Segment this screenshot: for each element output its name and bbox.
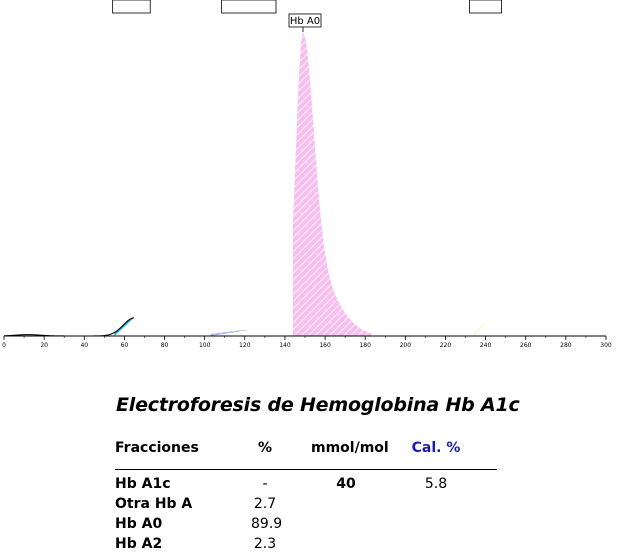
table-row: Hb A0 89.9 [115,516,499,536]
row-percent: 2.7 [253,496,277,512]
peak-area-hb-a1c [114,317,134,336]
x-tick-label: 300 [600,342,612,349]
peak-label: Hb A1c [114,0,150,3]
x-tick-label: 100 [199,342,211,349]
x-tick-label: 0 [2,342,6,349]
row-name: Hb A2 [115,536,163,552]
peak-label-box [112,0,151,14]
peak-label-box [221,0,277,14]
peak-label-box [288,13,322,28]
peak-label: Hb A0 [290,16,320,27]
peak-label-box [469,0,503,14]
x-tick-label: 200 [400,342,412,349]
peak-label: Otra Hb A [224,0,273,3]
table-row: Otra Hb A 2.7 [115,496,499,516]
x-tick-label: 180 [359,342,371,349]
report-title: Electroforesis de Hemoglobina Hb A1c [116,394,520,416]
x-tick-label: 280 [560,342,572,349]
row-percent: - [262,476,268,492]
table-row: Hb A2 2.3 [115,536,499,556]
x-tick-label: 40 [80,342,88,349]
header-mmol: mmol/mol [311,440,389,456]
row-cal: 5.8 [424,476,448,492]
x-tick-label: 120 [239,342,251,349]
peak-area-hb-a0 [292,32,372,336]
table-row: Hb A1c - 40 5.8 [115,476,499,496]
x-tick-label: 160 [319,342,331,349]
x-tick-label: 20 [40,342,48,349]
peak-area-otra-hb-a [210,329,249,336]
x-tick-label: 220 [440,342,452,349]
x-tick-label: 260 [520,342,532,349]
header-cal: Cal. % [411,440,461,456]
row-percent: 2.3 [253,536,277,552]
header-divider [115,469,497,470]
x-tick-label: 240 [480,342,492,349]
peak-area-hb-a2 [473,323,486,336]
row-mmol: 40 [336,476,356,492]
x-tick-label: 80 [161,342,169,349]
header-percent: % [257,440,273,456]
peak-label: Hb A2 [470,0,500,3]
row-name: Hb A1c [115,476,171,492]
x-tick-label: 140 [279,342,291,349]
electropherogram-chart: 0 20 40 60 80 100 120 140 160 180 200 220 240 260 280 3… [2,0,612,349]
x-tick-label: 60 [121,342,129,349]
row-name: Hb A0 [115,516,163,532]
header-fracciones: Fracciones [115,440,199,456]
row-percent: 89.9 [251,516,283,532]
row-name: Otra Hb A [115,496,193,512]
